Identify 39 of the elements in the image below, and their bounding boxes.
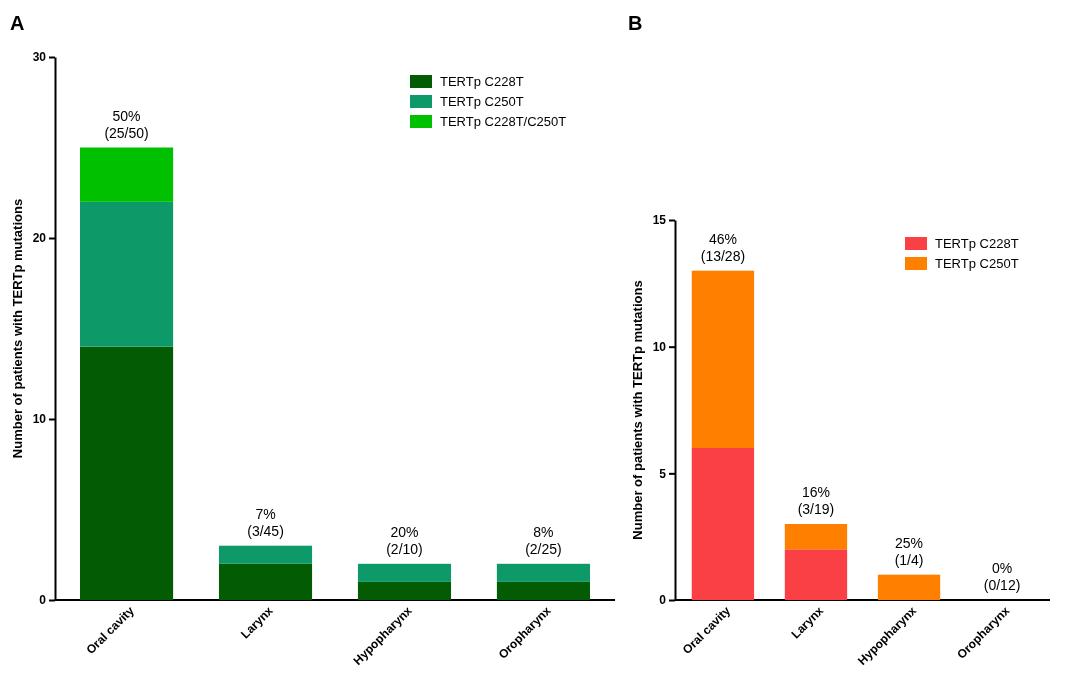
bar [80, 346, 174, 600]
y-axis-title: Number of patients with TERTp mutations [10, 198, 25, 459]
bar [784, 524, 848, 550]
legend-label: TERTp C250T [440, 94, 524, 109]
bar [877, 574, 941, 600]
bar [691, 448, 755, 600]
legend-label: TERTp C228T [440, 74, 524, 89]
total-label: 50% (25/50) [104, 107, 149, 141]
y-tick-label: 10 [652, 340, 667, 355]
bar [496, 563, 590, 582]
chart-title: B [628, 12, 643, 34]
total-label: 25% (1/4) [894, 534, 924, 568]
chart-title: A [10, 12, 25, 34]
bar [691, 270, 755, 448]
total-label: 0% (0/12) [983, 560, 1021, 593]
y-tick-label: 20 [32, 231, 47, 246]
total-label: 46% (13/28) [700, 230, 746, 264]
total-label: 8% (2/25) [525, 523, 562, 557]
total-label: 20% (2/10) [386, 523, 423, 557]
legend-label: TERTp C250T [935, 256, 1019, 271]
bar [80, 147, 174, 202]
y-tick-label: 0 [39, 593, 47, 608]
y-tick-label: 10 [32, 412, 47, 427]
legend-label: TERTp C228T/C250T [440, 114, 567, 129]
y-tick-label: 30 [32, 50, 47, 65]
y-tick-label: 5 [659, 466, 667, 481]
y-tick-label: 15 [652, 213, 667, 228]
y-tick-label: 0 [659, 593, 667, 608]
bar [218, 563, 313, 600]
total-label: 7% (3/45) [247, 505, 284, 539]
bar [80, 201, 174, 347]
y-axis-title: Number of patients with TERTp mutations [630, 280, 645, 540]
legend-label: TERTp C228T [935, 236, 1019, 251]
bar [218, 545, 313, 564]
bar [496, 581, 590, 600]
total-label: 16% (3/19) [797, 484, 835, 517]
bar [357, 563, 452, 582]
bar [784, 549, 848, 600]
bar [357, 581, 452, 600]
